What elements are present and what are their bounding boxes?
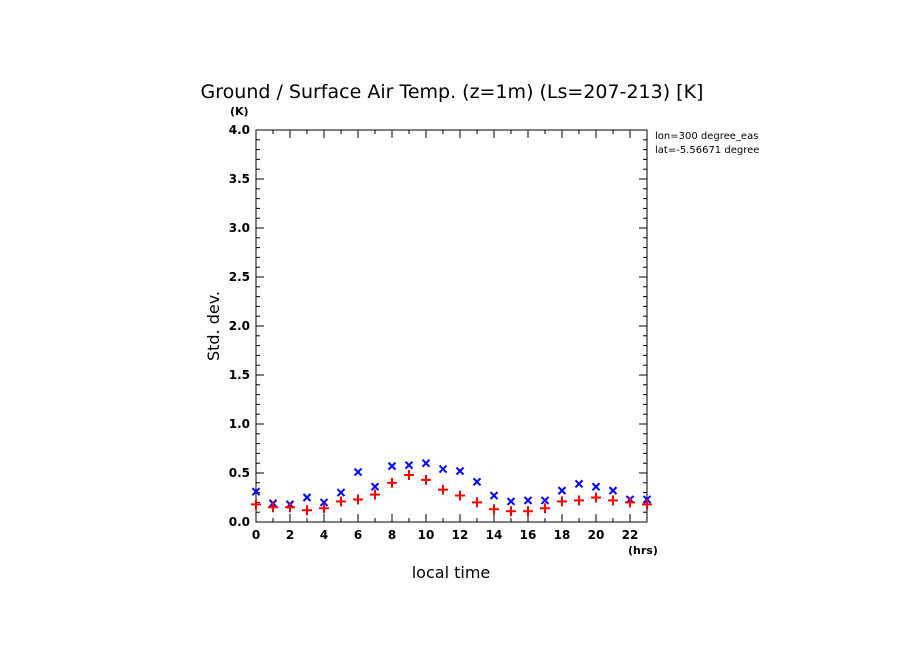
plus-marker-point: [557, 496, 567, 507]
x-tick-label: 18: [554, 528, 571, 542]
x-marker-point: [523, 496, 533, 505]
x-marker-point: [438, 464, 448, 474]
x-axis-unit: (hrs): [628, 544, 658, 557]
plus-marker-point: [387, 477, 397, 488]
plus-marker-point: [625, 497, 635, 508]
x-marker-point: [302, 493, 312, 502]
plus-marker-point: [268, 502, 278, 513]
y-tick-label: 0.0: [229, 515, 250, 529]
y-axis-unit: (K): [230, 105, 249, 118]
plus-marker-point: [370, 489, 380, 500]
x-marker-point: [489, 491, 499, 500]
x-tick-label: 0: [252, 528, 260, 542]
y-tick-label: 3.5: [229, 172, 250, 186]
x-tick-label: 6: [354, 528, 362, 542]
x-marker-point: [506, 497, 516, 506]
plus-marker-point: [438, 484, 448, 495]
plus-marker-point: [574, 495, 584, 506]
x-marker-point: [370, 482, 380, 491]
x-tick-label: 16: [520, 528, 537, 542]
plus-marker-point: [285, 502, 295, 513]
plus-marker-point: [421, 474, 431, 485]
x-tick-label: 8: [388, 528, 396, 542]
x-marker-point: [557, 486, 567, 495]
x-marker-point: [251, 487, 261, 496]
data-markers: [251, 458, 652, 517]
x-tick-label: 10: [418, 528, 435, 542]
annotation-lon: lon=300 degree_eas: [655, 131, 758, 142]
chart-title: Ground / Surface Air Temp. (z=1m) (Ls=20…: [201, 81, 704, 103]
y-tick-label: 1.5: [229, 368, 250, 382]
x-tick-label: 14: [486, 528, 503, 542]
plus-marker-point: [506, 506, 516, 517]
y-axis-label: Std. dev.: [204, 291, 223, 361]
x-axis-label: local time: [412, 563, 491, 582]
x-marker-point: [387, 461, 397, 471]
y-axis-ticks: 0.0 0.5 1.0 1.5 2.0 2.5 3.0 3.5 4.0: [229, 123, 647, 529]
x-axis-ticks: 0 2 4 6 8 10 12 14 16 18 20 22: [252, 130, 648, 542]
annotation-lat: lat=-5.56671 degree: [655, 145, 759, 156]
y-tick-label: 2.5: [229, 270, 250, 284]
x-marker-point: [574, 479, 584, 488]
x-marker-point: [336, 488, 346, 497]
x-tick-label: 22: [622, 528, 639, 542]
plus-marker-point: [642, 499, 652, 510]
plus-marker-point: [540, 503, 550, 514]
y-tick-label: 2.0: [229, 319, 250, 333]
plus-marker-point: [404, 469, 414, 480]
x-marker-point: [455, 466, 465, 476]
plus-marker-point: [523, 506, 533, 517]
x-marker-point: [353, 467, 363, 477]
plus-marker-point: [608, 495, 618, 506]
x-marker-point: [404, 460, 414, 470]
plus-marker-point: [455, 490, 465, 501]
x-marker-point: [319, 498, 329, 507]
x-marker-point: [421, 458, 431, 468]
x-tick-label: 2: [286, 528, 294, 542]
x-marker-point: [540, 496, 550, 505]
x-marker-point: [472, 477, 482, 487]
x-tick-label: 20: [588, 528, 605, 542]
plus-marker-point: [319, 503, 329, 514]
x-tick-label: 4: [320, 528, 328, 542]
plus-marker-point: [353, 494, 363, 505]
plus-marker-point: [472, 497, 482, 508]
plus-marker-point: [302, 505, 312, 516]
y-tick-label: 3.0: [229, 221, 250, 235]
plot-frame: [255, 129, 648, 523]
y-tick-label: 1.0: [229, 417, 250, 431]
plus-marker-point: [489, 504, 499, 515]
y-tick-label: 4.0: [229, 123, 250, 137]
plus-marker-point: [591, 492, 601, 503]
plus-marker-point: [336, 496, 346, 507]
plus-marker-point: [251, 499, 261, 510]
x-marker-point: [591, 482, 601, 491]
x-tick-label: 12: [452, 528, 469, 542]
x-marker-point: [608, 486, 618, 495]
y-tick-label: 0.5: [229, 466, 250, 480]
